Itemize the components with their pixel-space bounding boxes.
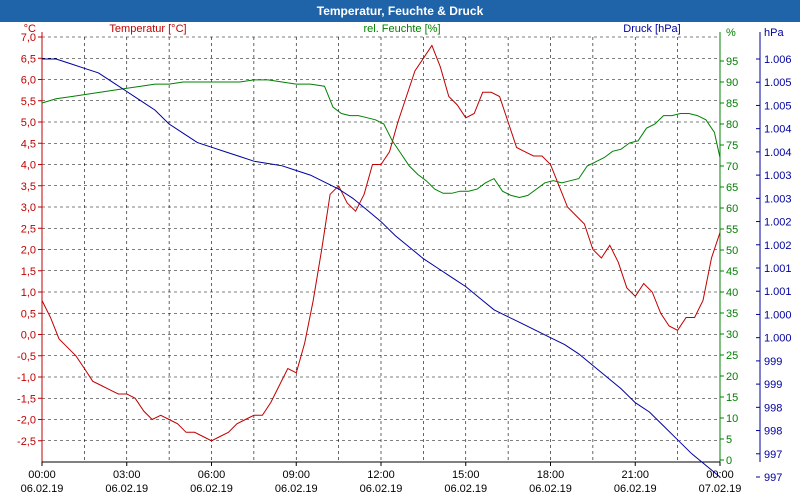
temperature-tick-label: -0,5 — [17, 351, 36, 363]
humidity-tick-label: 90 — [726, 77, 738, 89]
temperature-tick-label: 3,0 — [21, 202, 36, 214]
humidity-tick-label: 95 — [726, 56, 738, 68]
x-tick-date: 07.02.19 — [699, 483, 742, 495]
temperature-tick-label: -2,0 — [17, 415, 36, 427]
temperature-tick-label: 3,5 — [21, 181, 36, 193]
plot-frame — [38, 32, 761, 478]
temperature-tick-label: 6,0 — [21, 75, 36, 87]
pressure-tick-label: 1.002 — [764, 217, 792, 229]
temperature-tick-label: 7,0 — [21, 32, 36, 44]
humidity-tick-label: 70 — [726, 161, 738, 173]
pressure-tick-label: 1.000 — [764, 309, 792, 321]
x-tick-time: 21:00 — [621, 469, 649, 481]
humidity-tick-label: 45 — [726, 266, 738, 278]
x-tick-time: 03:00 — [113, 469, 141, 481]
humidity-tick-label: 0 — [726, 455, 732, 467]
temperature-unit: °C — [24, 23, 36, 35]
humidity-tick-label: 65 — [726, 182, 738, 194]
temperature-tick-label: -1,0 — [17, 372, 36, 384]
pressure-tick-label: 1.004 — [764, 147, 792, 159]
pressure-axis-label: Druck [hPa] — [623, 23, 680, 35]
x-tick-time: 15:00 — [452, 469, 480, 481]
chart-canvas: 7,0 6,5 6,0 5,5 5,0 4,5 4,0 3,5 3,0 2,5 2,0 1,5 1,0 0… — [17, 23, 792, 495]
humidity-tick-label: 20 — [726, 371, 738, 383]
humidity-tick-label: 55 — [726, 224, 738, 236]
humidity-axis-label: rel. Feuchte [%] — [363, 23, 440, 35]
pressure-series-line — [42, 58, 721, 478]
x-tick-time: 00:00 — [28, 469, 56, 481]
temperature-tick-label: 4,5 — [21, 138, 36, 150]
humidity-tick-label: 10 — [726, 413, 738, 425]
temperature-tick-label: 5,0 — [21, 117, 36, 129]
pressure-tick-label: 997 — [764, 472, 782, 484]
series-group — [41, 44, 721, 478]
temperature-tick-label: 4,0 — [21, 160, 36, 172]
grid-lines — [42, 36, 720, 462]
x-tick-date: 06.02.19 — [529, 483, 572, 495]
pressure-tick-label: 998 — [764, 426, 782, 438]
temperature-tick-label: 6,5 — [21, 53, 36, 65]
x-tick-time: 12:00 — [367, 469, 395, 481]
temperature-tick-label: 2,0 — [21, 245, 36, 257]
humidity-series-line — [41, 79, 721, 199]
pressure-tick-label: 1.003 — [764, 193, 792, 205]
humidity-tick-label: 5 — [726, 434, 732, 446]
temperature-tick-label: 2,5 — [21, 223, 36, 235]
pressure-tick-label: 1.005 — [764, 100, 792, 112]
humidity-tick-label: 50 — [726, 245, 738, 257]
humidity-tick-label: 75 — [726, 140, 738, 152]
pressure-tick-label: 1.000 — [764, 333, 792, 345]
x-tick-time: 09:00 — [282, 469, 310, 481]
x-tick-date: 06.02.19 — [614, 483, 657, 495]
x-tick-time: 00:00 — [706, 469, 734, 481]
pressure-tick-label: 997 — [764, 449, 782, 461]
temperature-tick-label: 5,5 — [21, 96, 36, 108]
temperature-series-line — [41, 44, 721, 442]
temperature-tick-label: 0,5 — [21, 308, 36, 320]
x-tick-date: 06.02.19 — [275, 483, 318, 495]
pressure-tick-label: 1.001 — [764, 263, 792, 275]
pressure-tick-label: 999 — [764, 356, 782, 368]
pressure-tick-label: 1.006 — [764, 54, 792, 66]
temperature-tick-label: -2,5 — [17, 436, 36, 448]
x-tick-date: 06.02.19 — [21, 483, 64, 495]
x-tick-date: 06.02.19 — [105, 483, 148, 495]
pressure-unit: hPa — [764, 27, 784, 39]
humidity-tick-label: 35 — [726, 308, 738, 320]
pressure-tick-label: 1.001 — [764, 286, 792, 298]
pressure-tick-label: 1.003 — [764, 170, 792, 182]
pressure-tick-label: 998 — [764, 402, 782, 414]
x-tick-date: 06.02.19 — [360, 483, 403, 495]
pressure-tick-label: 1.004 — [764, 124, 792, 136]
x-tick-date: 06.02.19 — [444, 483, 487, 495]
x-tick-time: 06:00 — [198, 469, 226, 481]
temperature-tick-label: 0,0 — [21, 330, 36, 342]
x-tick-time: 18:00 — [537, 469, 565, 481]
humidity-tick-label: 80 — [726, 119, 738, 131]
x-tick-date: 06.02.19 — [190, 483, 233, 495]
temperature-tick-label: 1,0 — [21, 287, 36, 299]
humidity-tick-label: 25 — [726, 350, 738, 362]
pressure-tick-label: 999 — [764, 379, 782, 391]
temperature-axis-label: Temperatur [°C] — [109, 23, 186, 35]
axis-labels-group: 7,0 6,5 6,0 5,5 5,0 4,5 4,0 3,5 3,0 2,5 2,0 1,5 1,0 0… — [17, 23, 792, 495]
window-title: Temperatur, Feuchte & Druck — [0, 0, 800, 22]
pressure-tick-label: 1.005 — [764, 77, 792, 89]
humidity-tick-label: 15 — [726, 392, 738, 404]
humidity-tick-label: 40 — [726, 287, 738, 299]
pressure-tick-label: 1.002 — [764, 240, 792, 252]
humidity-tick-label: 85 — [726, 98, 738, 110]
temperature-tick-label: -1,5 — [17, 393, 36, 405]
temperature-tick-label: 1,5 — [21, 266, 36, 278]
humidity-tick-label: 60 — [726, 203, 738, 215]
humidity-unit: % — [726, 27, 736, 39]
humidity-tick-label: 30 — [726, 329, 738, 341]
